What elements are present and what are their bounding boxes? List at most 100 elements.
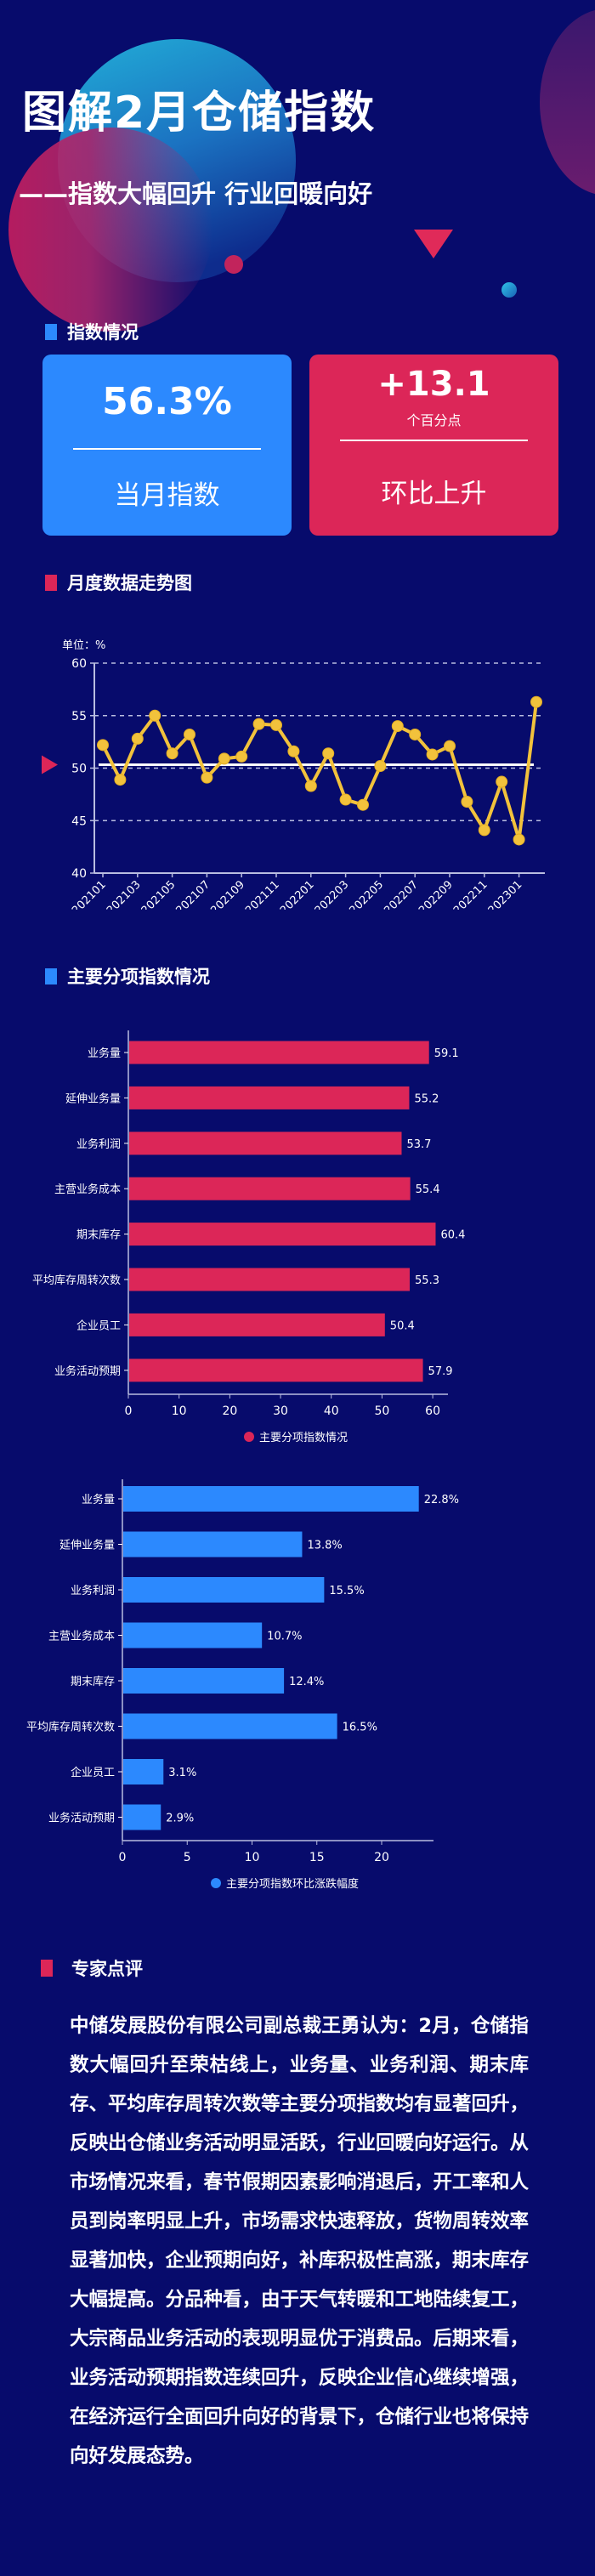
bar[interactable] (129, 1359, 423, 1382)
bar-value-label: 59.1 (434, 1047, 459, 1060)
bar[interactable] (123, 1486, 419, 1512)
data-point[interactable] (235, 750, 248, 763)
bar-value-label: 55.2 (414, 1092, 439, 1105)
bar[interactable] (129, 1041, 429, 1064)
data-point[interactable] (374, 760, 387, 773)
data-point[interactable] (166, 747, 178, 760)
bar[interactable] (123, 1531, 303, 1558)
x-tick-label: 5 (184, 1851, 191, 1864)
bar[interactable] (123, 1668, 285, 1694)
data-point[interactable] (131, 732, 144, 745)
bar[interactable] (129, 1268, 411, 1291)
data-point[interactable] (339, 793, 352, 806)
data-point[interactable] (496, 775, 508, 788)
y-tick-label: 60 (71, 657, 87, 671)
y-tick-label: 50 (71, 763, 87, 776)
category-label: 业务利润 (76, 1138, 121, 1151)
decor-circle-pink (8, 128, 212, 332)
x-tick-label: 10 (172, 1404, 187, 1418)
bar[interactable] (129, 1313, 385, 1336)
data-point[interactable] (287, 745, 300, 757)
section-marker-icon (41, 1960, 53, 1977)
category-label: 业务量 (88, 1047, 121, 1060)
bar[interactable] (123, 1577, 325, 1603)
bar-value-label: 50.4 (390, 1319, 415, 1332)
data-point[interactable] (97, 739, 109, 752)
x-tick-label: 202209 (416, 878, 456, 910)
x-tick-label: 30 (273, 1404, 288, 1418)
x-tick-label: 202111 (243, 878, 282, 910)
bar-value-label: 10.7% (267, 1631, 302, 1643)
data-point[interactable] (409, 728, 422, 740)
category-label: 期末库存 (71, 1675, 115, 1688)
x-tick-label: 0 (119, 1851, 127, 1864)
bar[interactable] (123, 1622, 263, 1648)
bar[interactable] (129, 1132, 402, 1155)
data-point[interactable] (391, 720, 404, 733)
section-header-index: 指数情况 (45, 319, 139, 344)
pointer-triangle-icon (42, 755, 58, 775)
data-point[interactable] (461, 796, 473, 809)
data-point[interactable] (218, 752, 230, 765)
x-tick-label: 202211 (451, 878, 490, 910)
data-point[interactable] (513, 833, 525, 846)
data-point[interactable] (184, 728, 196, 740)
category-label: 主营业务成本 (54, 1183, 121, 1196)
data-point[interactable] (357, 798, 369, 811)
change-label: 环比上升 (381, 479, 487, 509)
data-point[interactable] (201, 771, 213, 784)
y-tick-label: 55 (71, 710, 87, 723)
bar[interactable] (123, 1804, 162, 1830)
bar-value-label: 3.1% (168, 1767, 196, 1779)
x-tick-label: 40 (324, 1404, 339, 1418)
expert-comment-text: 中储发展股份有限公司副总裁王勇认为：2月，仓储指数大幅回升至荣枯线上，业务量、业… (70, 2015, 530, 2467)
data-point[interactable] (530, 695, 542, 708)
data-point[interactable] (252, 718, 265, 730)
data-point[interactable] (304, 780, 317, 792)
current-index-label: 当月指数 (114, 480, 220, 511)
bar[interactable] (129, 1086, 410, 1109)
decor-dot-cyan (502, 282, 517, 298)
data-point[interactable] (270, 718, 282, 731)
bar-value-label: 60.4 (440, 1229, 465, 1242)
bar[interactable] (129, 1177, 411, 1200)
data-point[interactable] (322, 747, 335, 760)
section-header-expert: 专家点评 (41, 1955, 143, 1981)
data-point[interactable] (478, 824, 490, 837)
bar[interactable] (123, 1713, 337, 1739)
bar-value-label: 55.4 (416, 1183, 440, 1196)
data-point[interactable] (114, 774, 127, 786)
category-label: 业务量 (82, 1493, 115, 1506)
legend-label[interactable]: 主要分项指数情况 (259, 1432, 348, 1444)
data-point[interactable] (149, 709, 162, 722)
category-label: 业务利润 (71, 1584, 115, 1597)
section-header-trend: 月度数据走势图 (45, 570, 192, 595)
category-label: 延伸业务量 (65, 1092, 121, 1105)
change-value: +13.1 (377, 365, 490, 404)
y-tick-label: 45 (71, 814, 87, 828)
bar[interactable] (123, 1759, 164, 1784)
x-tick-label: 202203 (313, 878, 352, 910)
decor-triangle-icon (414, 230, 453, 258)
x-tick-label: 0 (125, 1404, 133, 1418)
x-tick-label: 202107 (174, 878, 213, 910)
category-label: 平均库存周转次数 (32, 1274, 121, 1287)
legend-dot-icon (211, 1878, 221, 1888)
card-divider (73, 448, 261, 450)
category-label: 业务活动预期 (54, 1365, 121, 1378)
data-point[interactable] (426, 748, 439, 761)
data-point[interactable] (444, 740, 456, 752)
bar-value-label: 13.8% (307, 1540, 342, 1552)
card-divider (340, 440, 528, 441)
section-title: 月度数据走势图 (67, 573, 192, 593)
bar-value-label: 16.5% (343, 1722, 377, 1734)
section-title: 专家点评 (71, 1959, 143, 1979)
x-tick-label: 60 (425, 1404, 440, 1418)
page-subtitle: ——指数大幅回升 行业回暖向好 (19, 179, 373, 208)
x-tick-label: 202207 (382, 878, 421, 910)
legend-label[interactable]: 主要分项指数环比涨跌幅度 (226, 1877, 359, 1891)
trend-line (101, 701, 538, 842)
bar[interactable] (129, 1223, 436, 1246)
section-title: 指数情况 (67, 322, 139, 343)
x-tick-label: 20 (222, 1404, 237, 1418)
